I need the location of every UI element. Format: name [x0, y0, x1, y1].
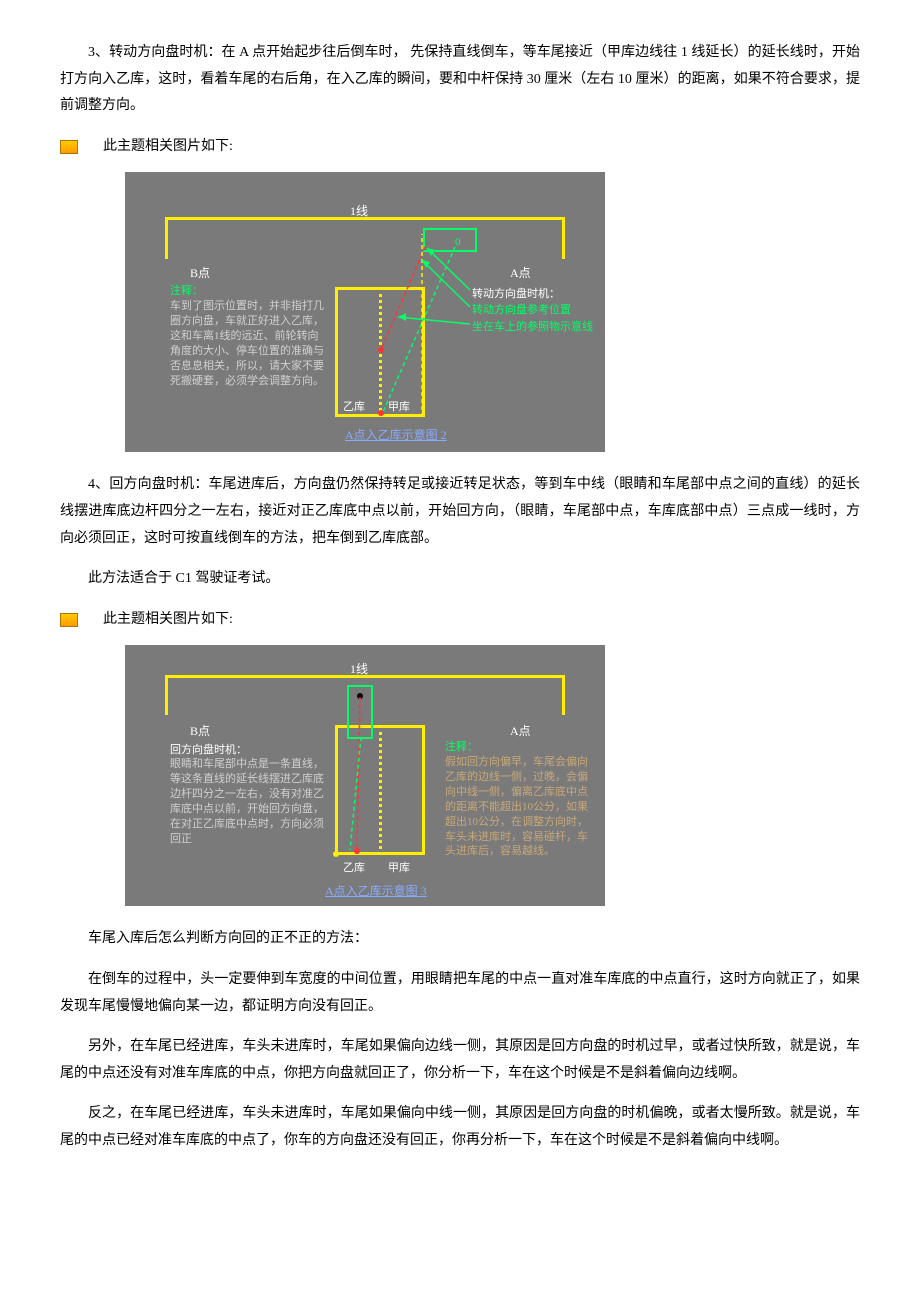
paragraph-method: 此方法适合于 C1 驾驶证考试。 [60, 566, 860, 593]
caption-1-text: 此主题相关图片如下: [82, 134, 233, 161]
caption-2-text: 此主题相关图片如下: [82, 607, 233, 634]
paragraph-5: 在倒车的过程中，头一定要伸到车宽度的中间位置，用眼睛把车尾的中点一直对准车库底的… [60, 967, 860, 1020]
garage-left-label: 乙库 [343, 858, 365, 879]
caption-2: 此主题相关图片如下: [60, 607, 860, 634]
garage-right-label: 甲库 [388, 397, 410, 418]
paragraph-7: 反之，在车尾已经进库，车头未进库时，车尾如果偏向中线一侧，其原因是回方向盘的时机… [60, 1101, 860, 1154]
note-title: 注释： [170, 284, 203, 299]
note-body: 车到了图示位置时，并非指打几圈方向盘，车就正好进入乙库，这和车离1线的远近、前轮… [170, 299, 325, 388]
right-body: 假如回方向偏早，车尾会偏向乙库的边线一侧，过晚，会偏向中线一侧，偏离乙库底中点的… [445, 755, 595, 859]
diagram-1: 1线 B点 A点 0 注释： 车到了图示位置时，并非指打几圈方向盘，车就正好进入… [125, 172, 605, 452]
garage-left-label: 乙库 [343, 397, 365, 418]
right-line3: 坐在车上的参照物示意线 [472, 317, 593, 338]
garage-right-label: 甲库 [388, 858, 410, 879]
paragraph-4: 4、回方向盘时机：车尾进库后，方向盘仍然保持转足或接近转足状态，等到车中线（眼睛… [60, 472, 860, 552]
paragraph-6: 另外，在车尾已经进库，车头未进库时，车尾如果偏向边线一侧，其原因是回方向盘的时机… [60, 1034, 860, 1087]
diagram-2: 1线 B点 A点 回方向盘时机： 眼睛和车尾部中点是一条直线，等这条直线的延长线… [125, 645, 605, 906]
caption-1: 此主题相关图片如下: [60, 134, 860, 161]
diagram1-link[interactable]: A点入乙库示意图 2 [345, 424, 447, 447]
image-icon [60, 613, 78, 627]
right-title: 注释： [445, 740, 478, 755]
left-body: 眼睛和车尾部中点是一条直线，等这条直线的延长线摆进乙库底边杆四分之一左右，没有对… [170, 757, 325, 846]
paragraph-3: 3、转动方向盘时机：在 A 点开始起步往后倒车时， 先保持直线倒车，等车尾接近（… [60, 40, 860, 120]
diagram2-link[interactable]: A点入乙库示意图 3 [325, 880, 427, 903]
image-icon [60, 140, 78, 154]
paragraph-judge-title: 车尾入库后怎么判断方向回的正不正的方法： [60, 926, 860, 953]
